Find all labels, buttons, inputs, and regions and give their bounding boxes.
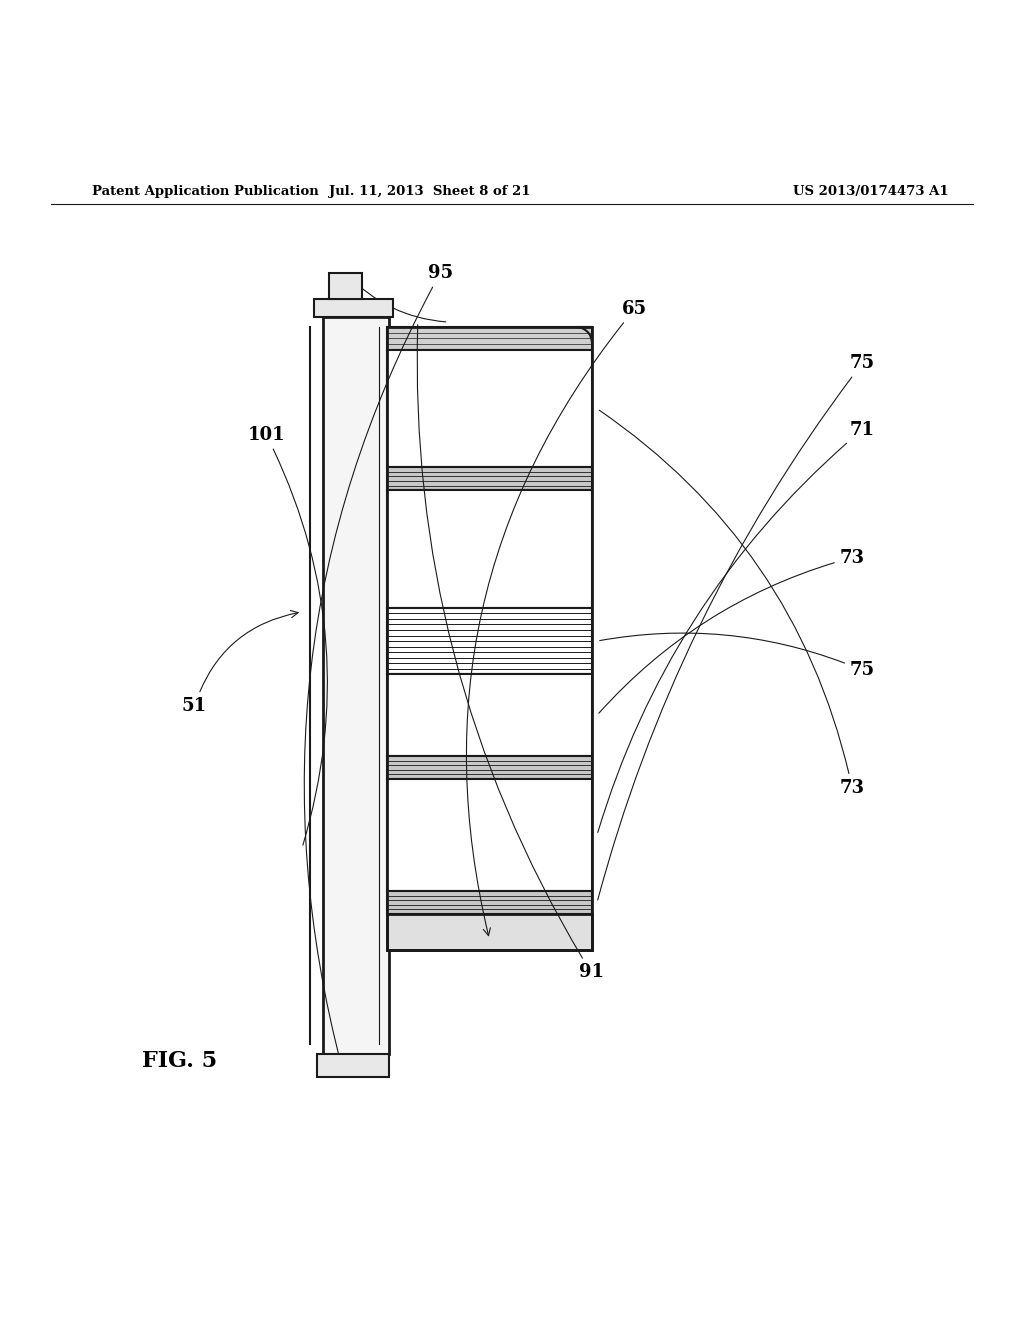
Text: 75: 75 (600, 634, 876, 680)
Bar (387, 350, 592, 467)
Text: FIG. 5: FIG. 5 (141, 1051, 217, 1072)
Bar (323, 317, 389, 1055)
Text: 73: 73 (599, 411, 864, 797)
Bar (387, 607, 592, 675)
Text: 75: 75 (598, 354, 876, 900)
Text: 95: 95 (304, 264, 453, 1067)
Bar (314, 298, 393, 317)
Bar (387, 490, 592, 607)
Bar (387, 675, 592, 756)
Text: 91: 91 (417, 325, 603, 981)
Bar (387, 327, 592, 950)
Bar (387, 779, 592, 891)
Text: 71: 71 (598, 421, 874, 833)
Text: Patent Application Publication: Patent Application Publication (92, 185, 318, 198)
Text: 101: 101 (248, 426, 328, 845)
Text: 73: 73 (599, 549, 864, 713)
Bar (387, 467, 592, 490)
Bar (317, 1055, 389, 1077)
Bar (387, 756, 592, 779)
Text: 51: 51 (182, 610, 298, 715)
Text: 65: 65 (466, 300, 647, 936)
Bar (330, 273, 362, 298)
Bar (387, 891, 592, 913)
Text: US 2013/0174473 A1: US 2013/0174473 A1 (793, 185, 948, 198)
Bar (387, 327, 592, 350)
Bar (387, 913, 592, 950)
Text: Jul. 11, 2013  Sheet 8 of 21: Jul. 11, 2013 Sheet 8 of 21 (330, 185, 530, 198)
